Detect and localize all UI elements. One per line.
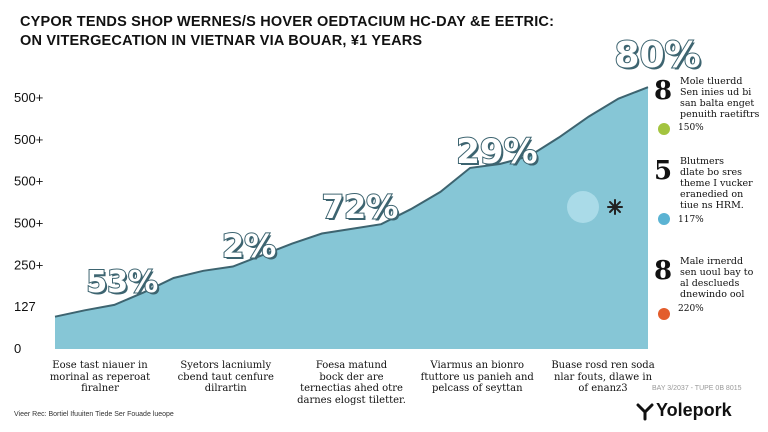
side-item-line: sen uoul bay to <box>680 267 754 278</box>
side-item-line: Blutmers <box>680 156 725 167</box>
orange-dot-icon <box>658 308 670 320</box>
category-label-line: ternectias ahed otre <box>300 383 403 394</box>
side-item-number: 5 <box>654 156 673 186</box>
green-dot-icon <box>658 123 670 135</box>
area-line <box>54 86 649 318</box>
y-tick-label: 500+ <box>14 174 43 189</box>
side-item-line: Mole tluerdd <box>680 76 743 87</box>
brand-logo-icon <box>636 403 654 421</box>
category-label-line: darnes elogst tiletter. <box>297 394 406 406</box>
category-label: Eose tast niauer in morinal as reperoat fi… <box>40 360 160 395</box>
point-label: 53% <box>85 264 159 301</box>
y-tick-label: 250+ <box>14 257 43 272</box>
category-label-line: Eose tast niauer in <box>52 360 148 371</box>
side-item-line: Sen inies ud bi <box>680 87 752 98</box>
side-item-text: Blutmers dlate bo sres theme I vucker er… <box>680 156 753 211</box>
side-item-pct: 117% <box>678 215 704 225</box>
brand-name: Yolepork <box>656 400 732 420</box>
category-label-line: Syetors lacniumly <box>180 360 272 371</box>
chart-subtitle: ON VITERGECATION IN VIETNAR VIA BOUAR, ¥… <box>20 33 423 49</box>
category-label-line: nlar fouts, dlawe in <box>553 371 653 383</box>
chart-title: CYPOR TENDS SHOP WERNES/S HOVER OEDTACIU… <box>20 14 555 30</box>
side-item-text: Male irnerdd sen uoul bay to al desclued… <box>680 256 753 300</box>
point-label: 80% <box>614 34 702 77</box>
category-label: Foesa matund bock der are ternectias ahed … <box>292 360 412 406</box>
category-label-line: cbend taut cenfure <box>177 371 274 383</box>
y-tick-label: 0 <box>14 341 21 356</box>
y-tick-label: 500+ <box>14 90 43 105</box>
side-item-2: 5 Blutmers dlate bo sres theme I vucker … <box>654 156 764 230</box>
side-item-line: al desclueds <box>680 278 740 289</box>
y-tick-label: 500+ <box>14 216 43 231</box>
y-tick-label: 500+ <box>14 132 43 147</box>
category-label-line: ftuttore us panieh and <box>420 371 534 383</box>
side-item-line: penuith raetiftrs <box>680 109 760 120</box>
side-item-text: Mole tluerdd Sen inies ud bi san balta e… <box>680 76 759 120</box>
category-label: Viarmus an bionro ftuttore us panieh and p… <box>417 360 537 395</box>
category-label-line: pelcass of seyttan <box>431 383 523 394</box>
marker-layer <box>567 191 623 223</box>
category-label-line: bock der are <box>319 371 384 383</box>
category-label-line: Buase rosd ren soda <box>551 360 655 371</box>
side-item-pct: 220% <box>678 304 704 314</box>
point-label: 29% <box>455 131 538 173</box>
side-item-3: 8 Male irnerdd sen uoul bay to al desclu… <box>654 256 764 322</box>
sparkle-icon <box>607 199 623 215</box>
y-tick-label: 127 <box>14 299 36 314</box>
category-label-line: morinal as reperoat <box>49 371 151 383</box>
side-item-number: 8 <box>654 76 673 106</box>
area-layer <box>54 86 649 349</box>
point-label: 72% <box>321 187 400 227</box>
side-item-1: 8 Mole tluerdd Sen inies ud bi san balta… <box>654 76 764 138</box>
side-item-line: tiue ns HRM. <box>680 200 744 211</box>
side-item-line: eranedied on <box>680 189 744 200</box>
side-item-line: dlate bo sres <box>680 167 742 178</box>
side-item-pct: 150% <box>678 123 704 133</box>
category-label-line: Viarmus an bionro <box>430 360 525 371</box>
category-label: Syetors lacniumly cbend taut cenfure dilra… <box>166 360 286 395</box>
blue-dot-icon <box>658 213 670 225</box>
category-label-line: firalner <box>81 383 119 394</box>
category-label-line: of enanz3 <box>578 383 628 394</box>
area-fill <box>55 87 648 349</box>
source-note: Vieer Rec: Bortiel Ifuuiten Tiede Ser Fo… <box>14 411 174 418</box>
side-item-line: dnewindo ool <box>680 289 745 300</box>
highlight-glow <box>567 191 599 223</box>
side-item-line: theme I vucker <box>680 178 753 189</box>
side-item-line: Male irnerdd <box>680 256 744 267</box>
category-label-line: dilrartin <box>204 383 247 394</box>
y-axis: 500+ 500+ 500+ 500+ 250+ 127 0 <box>14 90 43 356</box>
side-item-line: san balta enget <box>680 98 755 109</box>
side-item-number: 8 <box>654 256 673 286</box>
category-label-line: Foesa matund <box>315 360 388 371</box>
point-label: 2% <box>221 226 277 266</box>
category-label: Buase rosd ren soda nlar fouts, dlawe in o… <box>543 360 663 395</box>
date-note: BAY 3/2037 - TUPE 0B 8015 <box>652 385 742 392</box>
